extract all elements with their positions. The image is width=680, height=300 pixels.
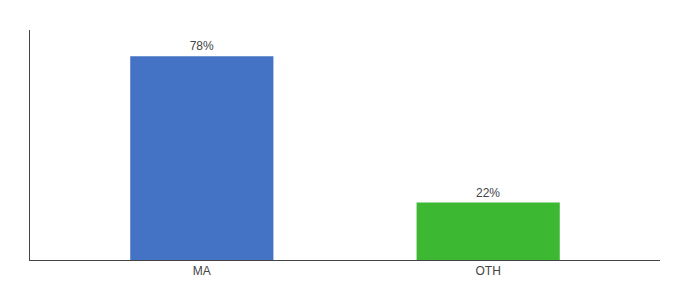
svg-text:22%: 22% [476,186,500,200]
svg-text:OTH: OTH [476,264,501,278]
svg-text:78%: 78% [190,39,214,53]
svg-text:MA: MA [193,264,211,278]
